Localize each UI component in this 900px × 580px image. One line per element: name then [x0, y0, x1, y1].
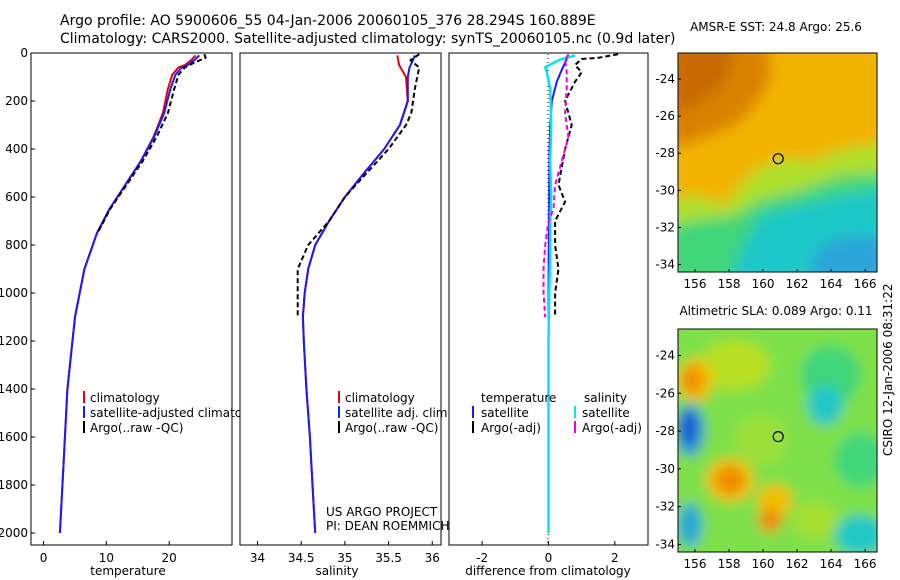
temperature-legend: climatology satellite-adjusted climatolo…	[83, 391, 268, 435]
salinity-xlabel: salinity	[315, 564, 358, 578]
annotation-pi: PI: DEAN ROEMMICH	[326, 519, 449, 533]
y-tick-label: 400	[5, 142, 28, 156]
legend-label-satellite-adj: satellite adj. clim.	[345, 406, 451, 420]
difference-xlabel: difference from climatology	[465, 564, 631, 578]
map-y-tick-label: -24	[655, 348, 675, 362]
salinity-legend: climatology satellite adj. clim. Argo(..…	[338, 391, 451, 435]
y-tick-label: 600	[5, 190, 28, 204]
x-tick-label: 0	[40, 551, 48, 565]
x-tick-label: 10	[99, 551, 114, 565]
series-line-salinity-argo-adj-	[542, 53, 570, 318]
legend-label-sal-satellite: satellite	[582, 406, 630, 420]
series-line-salinity-satellite	[543, 54, 576, 533]
legend-label-climatology: climatology	[90, 391, 160, 405]
map-x-tick-label: 156	[684, 277, 707, 291]
figure-title-line1: Argo profile: AO 5900606_55 04-Jan-2006 …	[60, 13, 596, 29]
sst-map-field	[678, 53, 877, 272]
map-y-tick-label: -26	[655, 386, 675, 400]
x-tick-label: -2	[476, 551, 488, 565]
x-tick-label: 34	[250, 551, 265, 565]
salinity-plot-frame	[239, 52, 442, 546]
temperature-panel: 0 10 2002004006008001000120014001600180020…	[0, 46, 268, 578]
salinity-panel: 34 34.5 35 35.5 36 salinity climatology sate…	[239, 52, 451, 578]
map-x-tick-label: 162	[786, 557, 809, 571]
sla-map-frame	[677, 328, 878, 553]
map-x-tick-label: 162	[786, 277, 809, 291]
temperature-plot-frame	[30, 52, 233, 546]
legend-label-temp-argo: Argo(-adj)	[481, 421, 541, 435]
map-x-tick-label: 158	[718, 277, 741, 291]
map-x-tick-label: 166	[854, 557, 877, 571]
map-y-tick-label: -26	[655, 109, 675, 123]
map-y-tick-label: -24	[655, 72, 675, 86]
temperature-xlabel: temperature	[90, 564, 165, 578]
figure-title-line2: Climatology: CARS2000. Satellite-adjuste…	[60, 31, 675, 47]
map-y-tick-label: -32	[655, 500, 675, 514]
y-tick-label: 800	[5, 238, 28, 252]
sla-map-title: Altimetric SLA: 0.089 Argo: 0.11	[679, 304, 872, 318]
map-x-tick-label: 164	[820, 277, 843, 291]
map-x-tick-label: 158	[718, 557, 741, 571]
legend-label-climatology: climatology	[345, 391, 415, 405]
map-x-tick-label: 164	[820, 557, 843, 571]
legend-label-argo: Argo(..raw -QC)	[90, 421, 183, 435]
x-tick-label: 35	[337, 551, 352, 565]
legend-label-sal-argo: Argo(-adj)	[582, 421, 642, 435]
map-y-tick-label: -30	[655, 183, 675, 197]
map-x-tick-label: 166	[854, 277, 877, 291]
legend-label-temp-satellite: satellite	[481, 406, 529, 420]
sla-map-field	[678, 329, 877, 552]
y-tick-label: 1200	[0, 334, 28, 348]
y-tick-label: 200	[5, 94, 28, 108]
y-tick-label: 1800	[0, 478, 28, 492]
difference-legend: temperature salinity satellite Argo(-adj…	[472, 391, 642, 435]
map-y-tick-label: -34	[655, 537, 675, 551]
sst-map-panel: AMSR-E SST: 24.8 Argo: 25.6 156 158 160 162…	[655, 20, 878, 291]
map-x-tick-label: 160	[752, 557, 775, 571]
map-x-tick-label: 156	[684, 557, 707, 571]
map-y-tick-label: -28	[655, 424, 675, 438]
map-y-tick-label: -34	[655, 258, 675, 272]
y-tick-label: 2000	[0, 526, 28, 540]
x-tick-label: 36	[425, 551, 440, 565]
series-line-argo-raw-qc-	[296, 53, 421, 317]
difference-panel: -2 0 2 difference from climatology tempera…	[448, 52, 649, 578]
x-tick-label: 35.5	[375, 551, 402, 565]
sst-map-title: AMSR-E SST: 24.8 Argo: 25.6	[690, 20, 862, 34]
legend-label-argo: Argo(..raw -QC)	[345, 421, 438, 435]
x-tick-label: 20	[162, 551, 177, 565]
y-tick-label: 1000	[0, 286, 28, 300]
annotation-project: US ARGO PROJECT	[326, 505, 438, 519]
y-tick-label: 0	[20, 46, 28, 60]
sst-argo-location-marker	[772, 153, 784, 165]
legend-label-satellite-adjusted: satellite-adjusted climatology	[90, 406, 268, 420]
x-tick-label: 0	[545, 551, 553, 565]
csiro-timestamp-label: CSIRO 12-Jan-2006 08:31:22	[881, 284, 895, 456]
series-line-temperature-argo-adj-	[554, 53, 619, 317]
legend-header-temperature: temperature	[481, 391, 556, 405]
map-y-tick-label: -30	[655, 462, 675, 476]
sla-map-panel: Altimetric SLA: 0.089 Argo: 0.11	[655, 304, 878, 571]
x-tick-label: 2	[611, 551, 619, 565]
x-tick-label: 34.5	[288, 551, 315, 565]
sla-argo-location-marker	[772, 431, 784, 443]
legend-header-salinity: salinity	[584, 391, 627, 405]
y-tick-label: 1400	[0, 382, 28, 396]
sst-map-frame	[677, 52, 878, 273]
map-x-tick-label: 160	[752, 277, 775, 291]
map-y-tick-label: -28	[655, 146, 675, 160]
series-line-argo-raw-qc-	[96, 53, 207, 234]
map-y-tick-label: -32	[655, 220, 675, 234]
y-tick-label: 1600	[0, 430, 28, 444]
series-line-satellite-adjusted-climatology	[58, 54, 200, 534]
